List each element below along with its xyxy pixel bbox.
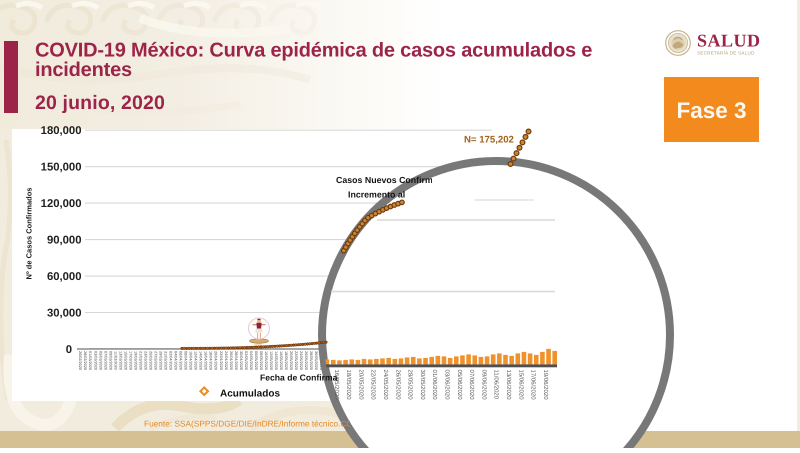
svg-text:14/04/2020: 14/04/2020 [199, 351, 203, 370]
svg-text:22/05/2020: 22/05/2020 [294, 351, 298, 370]
svg-text:90,000: 90,000 [47, 234, 82, 246]
svg-text:Fase 3: Fase 3 [676, 98, 746, 123]
svg-text:16/05/2020: 16/05/2020 [279, 351, 283, 370]
svg-text:19/06/2020: 19/06/2020 [542, 370, 549, 401]
svg-text:13/03/2020: 13/03/2020 [118, 351, 122, 370]
svg-text:02/05/2020: 02/05/2020 [244, 351, 248, 370]
svg-text:Fecha de Confirmación: Fecha de Confirmación [260, 373, 355, 383]
svg-text:Nº de Casos Confirmados: Nº de Casos Confirmados [25, 188, 34, 280]
svg-text:09/03/2020: 09/03/2020 [108, 351, 112, 370]
svg-text:28/05/2020: 28/05/2020 [309, 351, 313, 370]
svg-text:N= 175,202: N= 175,202 [464, 135, 514, 146]
svg-text:26/05/2020: 26/05/2020 [394, 370, 401, 401]
svg-text:06/05/2020: 06/05/2020 [254, 351, 258, 370]
svg-text:12/05/2020: 12/05/2020 [269, 351, 273, 370]
svg-text:Acumulados: Acumulados [220, 389, 280, 400]
svg-text:28/04/2020: 28/04/2020 [234, 351, 238, 370]
svg-text:20 junio, 2020: 20 junio, 2020 [35, 92, 165, 114]
svg-text:SALUD: SALUD [697, 31, 761, 51]
svg-text:16/04/2020: 16/04/2020 [204, 351, 208, 370]
svg-text:26/04/2020: 26/04/2020 [229, 351, 233, 370]
svg-text:180,000: 180,000 [41, 125, 82, 137]
svg-text:24/05/2020: 24/05/2020 [382, 370, 389, 401]
svg-text:15/03/2020: 15/03/2020 [123, 351, 127, 370]
svg-text:20/05/2020: 20/05/2020 [289, 351, 293, 370]
svg-text:30/05/2020: 30/05/2020 [314, 351, 318, 370]
svg-text:31/03/2020: 31/03/2020 [164, 351, 168, 370]
svg-text:10/05/2020: 10/05/2020 [264, 351, 268, 370]
svg-text:17/06/2020: 17/06/2020 [530, 370, 537, 401]
svg-text:18/05/2020: 18/05/2020 [284, 351, 288, 370]
svg-text:incidentes: incidentes [35, 59, 132, 81]
svg-text:29/03/2020: 29/03/2020 [159, 351, 163, 370]
svg-text:05/03/2020: 05/03/2020 [98, 351, 102, 370]
svg-text:22/05/2020: 22/05/2020 [370, 370, 377, 401]
svg-text:30,000: 30,000 [47, 307, 82, 319]
svg-text:60,000: 60,000 [47, 271, 82, 283]
svg-text:26/05/2020: 26/05/2020 [304, 351, 308, 370]
svg-text:18/05/2020: 18/05/2020 [345, 370, 352, 401]
svg-text:24/04/2020: 24/04/2020 [224, 351, 228, 370]
svg-text:23/03/2020: 23/03/2020 [144, 351, 148, 370]
svg-text:30/04/2020: 30/04/2020 [239, 351, 243, 370]
svg-text:04/05/2020: 04/05/2020 [249, 351, 253, 370]
svg-text:07/03/2020: 07/03/2020 [103, 351, 107, 370]
svg-text:03/03/2020: 03/03/2020 [93, 351, 97, 370]
svg-text:18/04/2020: 18/04/2020 [209, 351, 213, 370]
svg-text:Incremento al 20/06/2020: Incremento al 20/06/2020 [348, 190, 452, 200]
svg-text:13/06/2020: 13/06/2020 [505, 370, 512, 401]
svg-text:04/04/2020: 04/04/2020 [174, 351, 178, 370]
svg-text:14/05/2020: 14/05/2020 [274, 351, 278, 370]
svg-text:Fuente: SSA(SPPS/DGE/DIE/InDRE: Fuente: SSA(SPPS/DGE/DIE/InDRE/Informe t… [144, 419, 400, 429]
svg-text:19/03/2020: 19/03/2020 [133, 351, 137, 370]
svg-text:20/04/2020: 20/04/2020 [214, 351, 218, 370]
svg-text:28/02/2020: 28/02/2020 [83, 351, 87, 370]
svg-text:150,000: 150,000 [41, 162, 82, 174]
svg-text:11/06/2020: 11/06/2020 [493, 370, 500, 400]
svg-text:01/03/2020: 01/03/2020 [88, 351, 92, 370]
svg-text:20/05/2020: 20/05/2020 [357, 370, 364, 401]
svg-text:08/04/2020: 08/04/2020 [184, 351, 188, 370]
svg-text:28/05/2020: 28/05/2020 [407, 370, 414, 401]
svg-text:11/03/2020: 11/03/2020 [113, 351, 117, 370]
svg-text:Casos Nuevos Confirmados: Casos Nuevos Confirmados [336, 175, 453, 185]
svg-text:10/04/2020: 10/04/2020 [189, 351, 193, 370]
svg-text:03/06/2020: 03/06/2020 [444, 370, 451, 401]
svg-text:09/06/2020: 09/06/2020 [480, 370, 487, 401]
svg-text:25/03/2020: 25/03/2020 [149, 351, 153, 370]
svg-text:30/05/2020: 30/05/2020 [419, 370, 426, 401]
svg-text:SECRETARÍA DE SALUD: SECRETARÍA DE SALUD [697, 51, 755, 56]
svg-text:01/06/2020: 01/06/2020 [431, 370, 438, 401]
svg-text:08/05/2020: 08/05/2020 [259, 351, 263, 370]
svg-text:27/03/2020: 27/03/2020 [154, 351, 158, 370]
svg-text:21/03/2020: 21/03/2020 [138, 351, 142, 370]
svg-text:26/02/2020: 26/02/2020 [78, 351, 82, 370]
svg-text:02/04/2020: 02/04/2020 [169, 351, 173, 370]
svg-text:24/05/2020: 24/05/2020 [299, 351, 303, 370]
svg-text:17/03/2020: 17/03/2020 [128, 351, 132, 370]
svg-text:COVID-19 México: Curva epidémi: COVID-19 México: Curva epidémica de caso… [35, 40, 592, 62]
svg-text:120,000: 120,000 [41, 198, 82, 210]
svg-text:06/04/2020: 06/04/2020 [179, 351, 183, 370]
svg-text:07/06/2020: 07/06/2020 [468, 370, 475, 401]
svg-text:22/04/2020: 22/04/2020 [219, 351, 223, 370]
svg-text:16/05/2020: 16/05/2020 [333, 370, 340, 401]
svg-text:05/06/2020: 05/06/2020 [456, 370, 463, 401]
svg-text:0: 0 [66, 344, 72, 356]
svg-text:15/06/2020: 15/06/2020 [517, 370, 524, 401]
svg-text:12/04/2020: 12/04/2020 [194, 351, 198, 370]
